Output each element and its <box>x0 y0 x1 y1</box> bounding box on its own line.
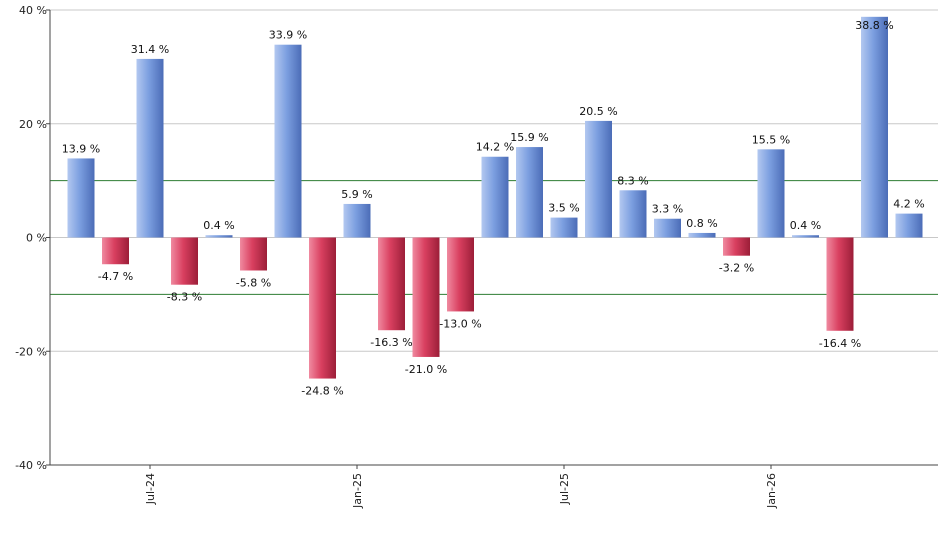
data-label: 20.5 % <box>579 105 617 118</box>
bar-positive <box>516 147 543 238</box>
data-label: -24.8 % <box>301 385 343 398</box>
data-label: -5.8 % <box>236 276 271 289</box>
y-tick-label: -20 % <box>15 345 47 358</box>
data-label: 8.3 % <box>617 174 648 187</box>
data-label: 14.2 % <box>476 141 514 154</box>
bar-negative <box>102 237 129 265</box>
data-label: 31.4 % <box>131 43 169 56</box>
y-tick-label: 0 % <box>26 232 47 245</box>
bar-positive <box>688 232 716 238</box>
x-tick-label: Jul-24 <box>144 473 157 505</box>
bar-negative <box>240 237 267 271</box>
bar-negative <box>171 237 198 285</box>
bar-positive <box>895 213 923 238</box>
data-label: 0.8 % <box>686 217 717 230</box>
data-label: 3.3 % <box>652 203 683 216</box>
bar-negative <box>378 237 405 331</box>
bar-positive <box>757 149 785 238</box>
bar-positive <box>792 235 819 238</box>
y-tick-label: -40 % <box>15 459 47 472</box>
data-label: 38.8 % <box>855 19 893 32</box>
data-label: -21.0 % <box>405 363 447 376</box>
data-label: 4.2 % <box>893 198 924 211</box>
data-label: 15.9 % <box>510 131 548 144</box>
x-tick-label: Jan-26 <box>765 473 778 509</box>
data-label: -3.2 % <box>719 262 754 275</box>
bar-positive <box>585 120 612 238</box>
x-tick-label: Jan-25 <box>351 473 364 509</box>
bar-positive <box>136 58 164 238</box>
data-label: 3.5 % <box>548 202 579 215</box>
bar-negative <box>826 237 854 331</box>
data-label: 13.9 % <box>62 142 100 155</box>
bar-negative <box>412 237 440 357</box>
bar-positive <box>205 235 233 238</box>
data-label: 15.5 % <box>752 133 790 146</box>
x-tick-label: Jul-25 <box>558 473 571 505</box>
bar-positive <box>619 190 647 238</box>
bar-positive <box>481 156 509 238</box>
data-label: 33.9 % <box>269 29 307 42</box>
bar-positive <box>274 44 302 238</box>
bar-negative <box>723 237 750 256</box>
data-label: -8.3 % <box>167 291 202 304</box>
bar-positive <box>550 217 578 238</box>
data-label: -4.7 % <box>98 270 133 283</box>
bar-positive <box>861 16 888 238</box>
data-label: 5.9 % <box>341 188 372 201</box>
bar-negative <box>309 237 336 379</box>
data-label: -16.3 % <box>370 336 412 349</box>
data-label: 0.4 % <box>203 219 234 232</box>
y-tick-label: 40 % <box>19 4 47 17</box>
y-tick-label: 20 % <box>19 118 47 131</box>
bar-positive <box>343 203 371 238</box>
bar-negative <box>447 237 474 312</box>
bar-positive <box>654 218 681 238</box>
bar-positive <box>67 158 95 238</box>
data-label: 0.4 % <box>790 219 821 232</box>
data-label: -16.4 % <box>819 337 861 350</box>
data-label: -13.0 % <box>439 317 481 330</box>
